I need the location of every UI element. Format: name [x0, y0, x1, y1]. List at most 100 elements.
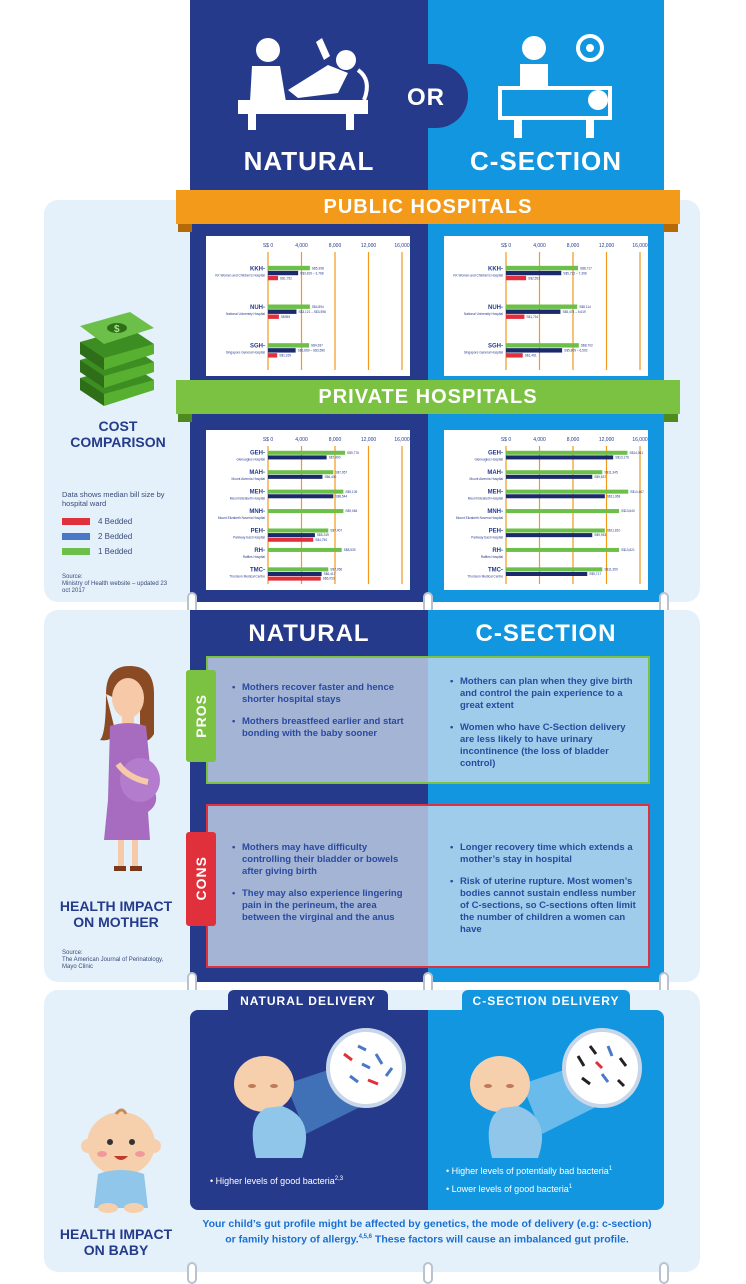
chart-category-code: GEH-: [250, 451, 265, 457]
chart-bar: [268, 537, 314, 542]
chart-data-label: S$6,417: [324, 572, 336, 576]
chart-category-code: MNH-: [487, 509, 503, 515]
chart-category-code: TMC-: [488, 567, 503, 573]
chart-category-code: NUH-: [250, 305, 265, 311]
chart-category-code: SGH-: [488, 344, 503, 350]
chart-data-label: S$14,941: [629, 451, 643, 455]
chart-category-name: Parkway East Hospital: [471, 535, 503, 539]
chart-bar: [506, 348, 563, 353]
baby-footer-note: Your child’s gut profile might be affect…: [202, 1218, 652, 1246]
chart-tick-label: 8,000: [567, 243, 580, 249]
chart-data-label: S$6,053: [323, 577, 335, 581]
csection-baby-point-1: • Higher levels of potentially bad bacte…: [446, 1166, 613, 1176]
cons-csection-item: Longer recovery time which extends a mot…: [450, 842, 636, 866]
chart-category-code: MAH-: [487, 470, 503, 476]
chart-data-label: S$955: [281, 315, 290, 319]
chart-bar: [506, 304, 578, 309]
cons-natural-list: Mothers may have difficulty controlling …: [232, 842, 412, 934]
pregnant-mother-illustration: [100, 666, 160, 871]
chart-data-label: S$8,717: [580, 266, 592, 270]
chart-bar: [268, 547, 342, 552]
chart-category-name: Singapore General Hospital: [226, 351, 265, 355]
chart-tick-label: 16,000: [632, 243, 648, 249]
chart-data-label: S$9,105: [345, 490, 357, 494]
chart-bar: [268, 270, 299, 276]
chart-data-label: S$8,114: [579, 305, 591, 309]
pros-csection-item: Mothers can plan when they give birth an…: [450, 676, 636, 712]
chart-bar: [506, 470, 603, 475]
chart-category-name: Thomson Medical Centre: [467, 574, 503, 578]
chart-data-label: S$7,957: [335, 470, 347, 474]
c-section-surgery-icon: [498, 34, 612, 138]
chart-category-name: Mount Alvernia Hospital: [232, 477, 266, 481]
chart-data-label: S$11,068: [607, 494, 621, 498]
sleeping-baby-natural-illustration: [234, 1028, 406, 1158]
chart-category-code: PEH-: [489, 528, 503, 534]
chart-bar: [506, 353, 523, 358]
baby-impact-title: HEALTH IMPACT ON BABY: [59, 1226, 173, 1258]
mother-natural-heading: NATURAL: [248, 620, 370, 647]
cons-tab: CONS: [186, 832, 216, 926]
legend-swatch-blue: [62, 533, 90, 540]
chart-tick-label: 8,000: [329, 437, 342, 443]
chart-data-label: S$7,407: [330, 529, 342, 533]
chart-data-label: S$3,869 – S$3,596: [298, 349, 326, 353]
chart-bar: [268, 494, 334, 499]
mother-impact-title: HEALTH IMPACT ON MOTHER: [59, 898, 173, 930]
chart-tick-label: S$ 0: [263, 243, 274, 249]
chart-category-name: Raffles Hospital: [243, 555, 266, 559]
chart-category-code: TMC-: [250, 567, 265, 573]
chart-data-label: S$13,640: [621, 509, 635, 513]
chart-category-name: Mount Elizabeth Novena Hospital: [218, 516, 265, 520]
chart-private-csection: S$ 0 4,000 8,000 12,000 16,000 GEH- Gleneagles…: [444, 430, 648, 590]
chart-category-name: Thomson Medical Centre: [229, 574, 265, 578]
chart-category-name: National University Hospital: [226, 312, 265, 316]
chart-category-name: Mount Elizabeth Hospital: [468, 497, 504, 501]
chart-bar: [506, 270, 562, 276]
chart-bar: [506, 494, 605, 499]
chart-data-label: S$1,716: [526, 315, 538, 319]
chart-bar: [506, 343, 579, 348]
chart-data-label: S$13,621: [621, 548, 635, 552]
chart-bar: [268, 348, 296, 353]
chart-data-label: S$11,810: [607, 529, 621, 533]
chart-data-label: S$11,350: [604, 567, 618, 571]
chart-category-name: KK Women and Children's Hospital: [215, 273, 265, 277]
chart-bar: [506, 265, 579, 271]
chart-data-label: S$5,809 – 6,592: [564, 349, 588, 353]
binder-ring: [659, 1262, 669, 1284]
chart-bar: [506, 450, 628, 455]
chart-bar: [506, 528, 605, 533]
chart-bar: [506, 314, 525, 319]
chart-data-label: S$6,400: [324, 475, 336, 479]
chart-bar: [506, 474, 593, 479]
chart-bar: [506, 571, 588, 576]
chart-data-label: S$2,553: [528, 276, 540, 280]
chart-bar: [268, 470, 334, 475]
chart-data-label: S$11,345: [604, 470, 618, 474]
chart-category-name: KK Women and Children's Hospital: [453, 273, 503, 277]
chart-data-label: S$5,398: [312, 266, 324, 270]
chart-tick-label: 12,000: [599, 437, 615, 443]
public-banner-fold-left: [178, 222, 192, 232]
chart-bar: [268, 353, 278, 358]
chart-tick-label: 4,000: [295, 243, 308, 249]
legend-item-2-bedded: 2 Bedded: [62, 529, 132, 544]
chart-category-code: PEH-: [251, 528, 265, 534]
chart-bar: [506, 489, 629, 494]
pros-tab: PROS: [186, 670, 216, 762]
chart-public-csection: S$ 0 4,000 8,000 12,000 16,000 KKH- KK Women a…: [444, 236, 648, 376]
chart-tick-label: S$ 0: [263, 437, 274, 443]
chart-tick-label: 12,000: [361, 243, 377, 249]
chart-bar: [506, 455, 614, 460]
chart-category-code: KKH-: [488, 266, 503, 272]
public-hospitals-banner: PUBLIC HOSPITALS: [176, 190, 680, 224]
chart-data-label: S$9,776: [347, 451, 359, 455]
pros-natural-list: Mothers recover faster and hence shorter…: [232, 682, 412, 750]
chart-tick-label: S$ 0: [501, 437, 512, 443]
chart-bar: [506, 547, 620, 552]
chart-bar: [268, 528, 329, 533]
chart-data-label: S$5,478 – 6,619: [562, 310, 586, 314]
chart-tick-label: 4,000: [533, 437, 546, 443]
chart-category-name: National University Hospital: [464, 312, 503, 316]
